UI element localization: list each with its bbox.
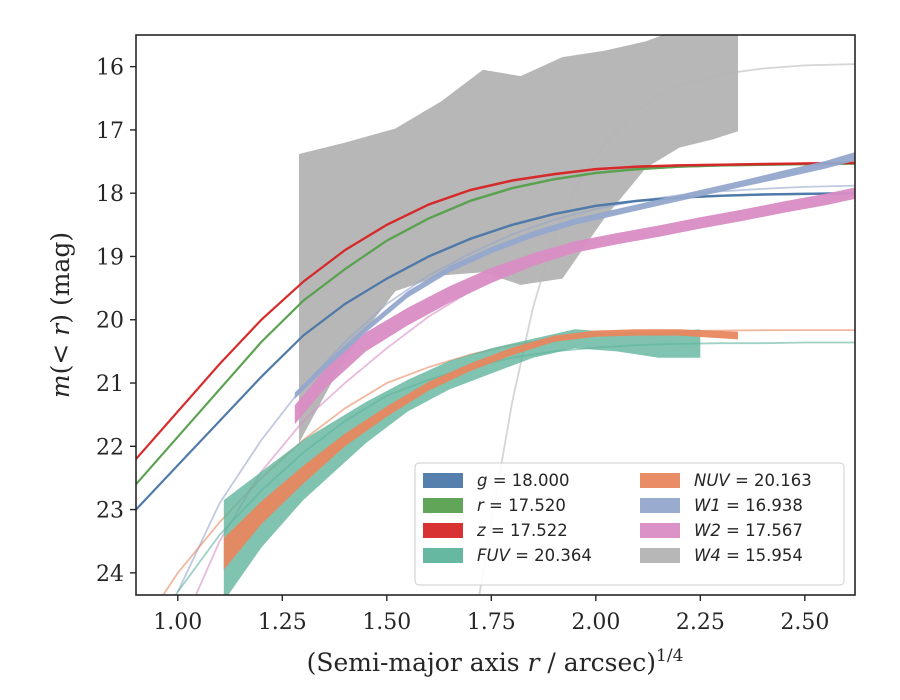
legend: g = 18.000 r = 17.520 z = 17.522 FUV = 20.3…: [414, 462, 845, 586]
legend-label: NUV = 20.163: [694, 471, 812, 490]
y-tick-label: 16: [96, 56, 124, 81]
y-tick-label: 18: [96, 182, 124, 207]
y-tick-label: 24: [96, 562, 124, 587]
legend-swatch: [640, 548, 680, 563]
legend-item-g: g = 18.000: [423, 471, 570, 490]
legend-swatch: [640, 473, 680, 488]
legend-label: W4 = 15.954: [694, 546, 803, 565]
y-tick-label: 23: [96, 499, 124, 524]
x-tick-label: 2.25: [676, 610, 725, 635]
plot-frame: [135, 34, 856, 596]
legend-label: W2 = 17.567: [694, 521, 803, 540]
y-axis: 16 17 18 19 20 21 22 23 24: [96, 56, 136, 587]
model-curve-w1: [176, 184, 855, 593]
x-tick-label: 2.50: [780, 610, 829, 635]
x-tick-label: 1.25: [258, 610, 307, 635]
legend-frame: [414, 462, 845, 586]
data-band-nuv: [223, 329, 739, 570]
legend-item-w1: W1 = 16.938: [640, 496, 803, 515]
legend-label: FUV = 20.364: [477, 546, 592, 565]
legend-item-z: z = 17.522: [423, 521, 568, 540]
legend-item-fuv: FUV = 20.364: [423, 546, 592, 565]
legend-swatch: [423, 473, 463, 488]
x-tick-label: 1.00: [153, 610, 202, 635]
model-curve-g: [136, 192, 855, 511]
legend-swatch: [640, 498, 680, 513]
y-axis-title: m(< r) (mag): [46, 232, 75, 398]
data-band-w4: [299, 35, 738, 444]
legend-item-w4: W4 = 15.954: [640, 546, 803, 565]
legend-label: g = 18.000: [477, 471, 570, 490]
legend-label: z = 17.522: [476, 521, 568, 540]
x-tick-label: 1.50: [362, 610, 411, 635]
legend-item-w2: W2 = 17.567: [640, 521, 803, 540]
x-tick-label: 1.75: [467, 610, 516, 635]
y-tick-label: 21: [96, 372, 124, 397]
y-tick-label: 17: [96, 119, 124, 144]
legend-label: r = 17.520: [477, 496, 566, 515]
legend-swatch: [423, 523, 463, 538]
legend-swatch: [423, 548, 463, 563]
model-curve-z: [136, 161, 855, 460]
plot-area: [136, 35, 855, 595]
y-tick-label: 19: [96, 245, 124, 270]
y-tick-label: 22: [96, 435, 124, 460]
legend-label: W1 = 16.938: [694, 496, 803, 515]
legend-item-nuv: NUV = 20.163: [640, 471, 812, 490]
y-tick-label: 20: [96, 309, 124, 334]
x-axis: 1.00 1.25 1.50 1.75 2.00 2.25 2.50: [153, 595, 829, 635]
legend-swatch: [423, 498, 463, 513]
x-tick-label: 2.00: [571, 610, 620, 635]
legend-swatch: [640, 523, 680, 538]
legend-item-r: r = 17.520: [423, 496, 566, 515]
x-axis-title: (Semi-major axis r / arcsec)1/4: [307, 646, 684, 677]
